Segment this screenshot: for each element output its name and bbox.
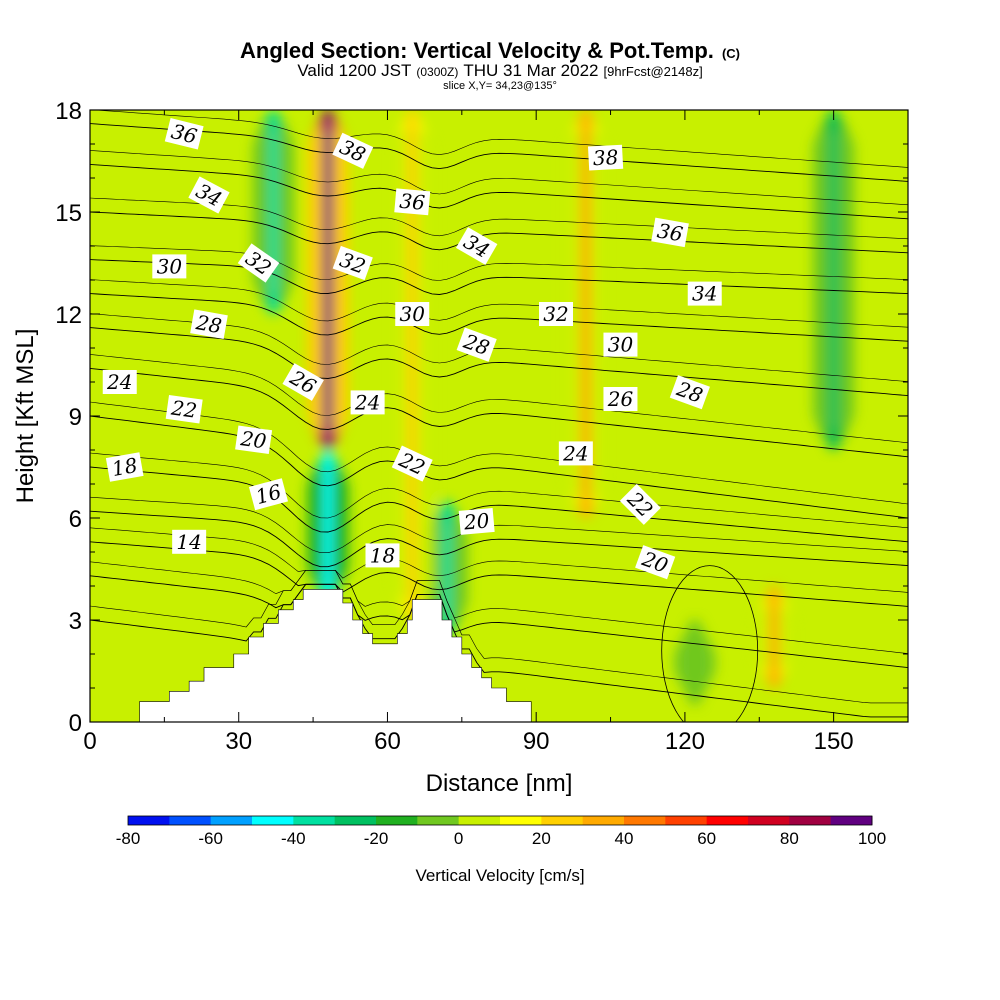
y-tick-label: 18 (55, 98, 82, 125)
contour-label-text: 18 (370, 543, 395, 567)
contour-label-text: 24 (562, 441, 588, 465)
colorbar-swatch (459, 816, 501, 825)
colorbar-swatch (748, 816, 790, 825)
y-tick-label: 6 (69, 506, 82, 533)
colorbar-swatch (624, 816, 666, 825)
colorbar-tick-label: 0 (454, 829, 463, 848)
x-tick-label: 0 (83, 728, 96, 755)
colorbar-tick-label: 40 (615, 829, 634, 848)
colorbar-tick-label: 60 (697, 829, 716, 848)
colorbar: -80 -60 -40 -20 0 20 40 60 80 100 (116, 816, 886, 848)
slice-label: slice X,Y= 34,23@135° (443, 80, 557, 92)
contour-label: 30 (603, 333, 637, 357)
contour-label: 30 (395, 302, 429, 326)
velocity-core (323, 450, 333, 603)
colorbar-swatch (500, 816, 542, 825)
velocity-core (442, 501, 452, 637)
colorbar-tick-label: 100 (858, 829, 886, 848)
colorbar-swatch (583, 816, 625, 825)
contour-label-text: 36 (399, 189, 427, 215)
contour-label: 18 (365, 543, 399, 567)
colorbar-swatch (169, 816, 211, 825)
subtitle-date: THU 31 Mar 2022 (463, 61, 598, 80)
colorbar-swatch (252, 816, 294, 825)
contour-label-text: 20 (238, 426, 268, 453)
contour-label-text: 22 (169, 395, 199, 422)
contour-label: 24 (559, 441, 593, 465)
colorbar-tick-label: -80 (116, 829, 141, 848)
x-tick-label: 30 (225, 728, 252, 755)
velocity-core (829, 110, 839, 450)
x-tick-label: 120 (665, 728, 705, 755)
contour-label-text: 34 (692, 282, 717, 306)
colorbar-tick-label: -20 (364, 829, 389, 848)
contour-label-text: 30 (157, 254, 183, 278)
colorbar-swatch (128, 816, 170, 825)
x-axis-label: Distance [nm] (426, 770, 573, 797)
velocity-core (769, 586, 779, 688)
colorbar-tick-label: 80 (780, 829, 799, 848)
subtitle-forecast: [9hrFcst@2148z] (604, 64, 703, 79)
colorbar-swatch (831, 816, 873, 825)
contour-label-text: 36 (655, 218, 685, 246)
colorbar-swatch (541, 816, 583, 825)
velocity-core (323, 110, 333, 450)
colorbar-swatch (335, 816, 377, 825)
contour-label-text: 24 (354, 390, 380, 414)
title-suffix: (C) (722, 46, 740, 61)
contour-label: 32 (539, 302, 573, 326)
velocity-core (690, 620, 700, 705)
contour-label: 38 (588, 145, 623, 171)
contour-label: 24 (351, 390, 385, 414)
x-tick-label: 150 (814, 728, 854, 755)
colorbar-swatch (293, 816, 335, 825)
contour-label: 22 (166, 395, 203, 423)
contour-label-text: 30 (608, 333, 634, 357)
x-tick-label: 60 (374, 728, 401, 755)
colorbar-tick-label: 20 (532, 829, 551, 848)
contour-label-text: 18 (110, 453, 139, 481)
contour-label: 34 (688, 282, 722, 306)
contour-label-text: 26 (607, 387, 634, 411)
contour-label: 26 (603, 387, 637, 411)
y-tick-label: 9 (69, 404, 82, 431)
y-tick-label: 3 (69, 608, 82, 635)
subtitle-valid: Valid 1200 JST (297, 61, 411, 80)
contour-label: 20 (459, 508, 495, 535)
contour-label-text: 30 (400, 302, 426, 326)
colorbar-tick-label: -40 (281, 829, 306, 848)
contour-label-text: 14 (176, 530, 201, 554)
y-tick-label: 12 (55, 302, 82, 329)
colorbar-swatch (417, 816, 459, 825)
colorbar-swatch (376, 816, 418, 825)
contour-label-text: 24 (106, 370, 132, 394)
contour-label: 14 (172, 530, 206, 554)
contour-label-text: 32 (543, 302, 568, 326)
contour-label-text: 38 (592, 145, 619, 170)
chart-subtitle: Valid 1200 JST (0300Z) THU 31 Mar 2022 [9hr… (297, 61, 702, 80)
colorbar-swatch (707, 816, 749, 825)
colorbar-swatch (211, 816, 253, 825)
contour-label: 24 (103, 370, 137, 394)
y-tick-label: 15 (55, 200, 82, 227)
subtitle-zulu: (0300Z) (416, 65, 458, 79)
contour-label: 20 (235, 426, 272, 454)
colorbar-swatch (789, 816, 831, 825)
colorbar-tick-label: -60 (198, 829, 223, 848)
y-axis-label: Height [Kft MSL] (12, 329, 39, 504)
contour-label: 36 (394, 188, 430, 215)
y-tick-label: 0 (69, 710, 82, 737)
contour-label-text: 28 (193, 310, 223, 338)
contour-label-text: 20 (462, 508, 491, 534)
contour-label: 30 (152, 254, 186, 278)
x-tick-label: 90 (523, 728, 550, 755)
colorbar-swatch (665, 816, 707, 825)
colorbar-label: Vertical Velocity [cm/s] (415, 866, 584, 885)
chart-title: Angled Section: Vertical Velocity & Pot.… (240, 38, 740, 63)
